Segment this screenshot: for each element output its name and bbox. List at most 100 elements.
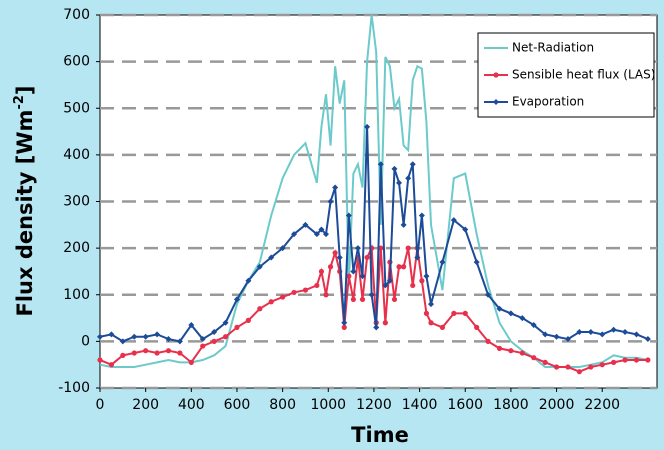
data-point — [199, 336, 206, 343]
data-point — [234, 324, 240, 330]
data-point — [108, 331, 115, 338]
data-point — [405, 245, 411, 251]
data-point — [108, 362, 115, 368]
data-point — [165, 336, 172, 343]
data-point — [332, 250, 338, 256]
data-point — [378, 245, 384, 251]
data-point — [256, 263, 263, 270]
data-point — [332, 184, 339, 191]
data-point — [279, 245, 286, 252]
data-point — [428, 320, 434, 326]
data-point — [291, 231, 298, 238]
data-point — [280, 294, 286, 300]
data-point — [507, 310, 514, 317]
data-point — [322, 231, 329, 238]
y-tick-label: 200 — [63, 240, 90, 256]
data-point — [633, 331, 640, 338]
data-point — [97, 333, 103, 340]
data-point — [359, 296, 366, 303]
data-point — [177, 350, 183, 356]
data-point — [291, 289, 297, 296]
data-point — [314, 282, 320, 289]
x-tick-label: 2200 — [584, 397, 620, 413]
data-point — [386, 277, 393, 284]
data-point — [451, 310, 457, 316]
data-point — [120, 352, 126, 358]
data-point — [245, 277, 252, 284]
data-point — [622, 329, 629, 336]
data-point — [327, 264, 334, 270]
data-point — [531, 355, 537, 361]
data-point — [409, 161, 416, 168]
data-point — [368, 291, 375, 298]
data-point — [599, 362, 605, 368]
data-point — [576, 329, 583, 336]
data-point — [519, 350, 525, 356]
data-point — [462, 310, 468, 316]
data-point — [530, 322, 537, 329]
legend: Net-Radiation Sensible heat flux (LAS) Eva… — [477, 32, 655, 118]
data-point — [119, 338, 126, 345]
data-point — [318, 226, 325, 233]
data-point — [633, 357, 640, 363]
data-point — [382, 282, 389, 289]
data-point — [350, 268, 357, 275]
data-point — [364, 123, 371, 130]
data-point — [428, 301, 435, 308]
data-point — [645, 357, 651, 363]
data-point — [327, 198, 334, 205]
data-point — [622, 357, 628, 363]
x-tick-label: 200 — [132, 397, 159, 413]
x-tick-label: 1600 — [447, 397, 483, 413]
data-point — [400, 221, 407, 228]
data-point — [364, 254, 370, 261]
data-point — [588, 364, 594, 370]
data-point — [553, 364, 560, 370]
data-point — [496, 305, 503, 312]
legend-label: Net-Radiation — [512, 41, 594, 55]
data-point — [565, 364, 571, 370]
x-tick-label: 600 — [224, 397, 251, 413]
data-point — [644, 336, 651, 343]
x-tick-label: 1400 — [402, 397, 438, 413]
x-axis-label: Time — [351, 423, 409, 447]
data-point — [313, 231, 320, 238]
data-point — [323, 292, 329, 298]
y-tick-label: 0 — [81, 333, 90, 349]
data-point — [423, 310, 430, 316]
data-point — [200, 343, 206, 349]
data-point — [564, 336, 571, 343]
data-point — [439, 259, 446, 266]
data-point — [410, 282, 416, 289]
data-point — [519, 315, 526, 322]
data-point — [485, 291, 492, 298]
y-tick-label: 600 — [63, 54, 90, 70]
legend-label: Sensible heat flux (LAS) — [512, 68, 655, 82]
data-point — [553, 333, 560, 340]
data-point — [419, 278, 425, 284]
data-point — [485, 338, 491, 344]
data-point — [610, 326, 617, 333]
data-point — [391, 165, 398, 172]
x-tick-label: 2000 — [539, 397, 575, 413]
data-point — [382, 320, 388, 326]
y-axis-label-sup: -2 — [12, 95, 27, 109]
legend-label: Evaporation — [512, 95, 584, 109]
data-point — [341, 319, 348, 326]
data-point — [401, 264, 407, 270]
data-point — [576, 369, 582, 375]
data-point — [423, 273, 430, 280]
legend-marker — [493, 72, 499, 78]
x-tick-label: 1800 — [493, 397, 529, 413]
data-point — [439, 324, 446, 330]
data-point — [542, 331, 549, 338]
data-point — [142, 333, 149, 340]
y-axis-label: Flux density [Wm-2] — [12, 85, 38, 316]
y-axis-label-text: Flux density [Wm — [13, 110, 37, 317]
data-point — [143, 348, 149, 354]
data-point — [346, 273, 352, 279]
data-point — [257, 306, 263, 312]
data-point — [396, 264, 402, 270]
y-axis-label-end: ] — [13, 85, 37, 95]
x-tick-label: 400 — [178, 397, 205, 413]
